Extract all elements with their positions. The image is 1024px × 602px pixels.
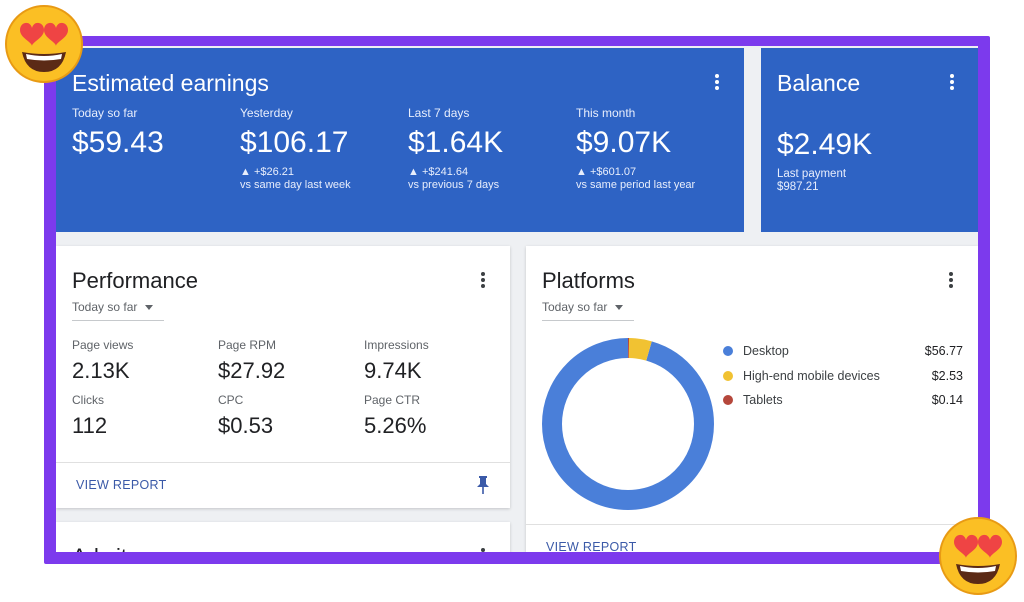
chevron-down-icon [145,305,154,311]
stat-change: ▲ +$26.21 [240,166,295,178]
donut-slice-0 [542,338,714,510]
donut-slice-2 [542,338,714,510]
divider [56,462,510,463]
platforms-range-dropdown[interactable]: Today so far [542,300,634,321]
view-report-link[interactable]: VIEW REPORT [76,478,167,492]
ad-sites-card: Ad sites [56,522,510,552]
heart-eyes-emoji-icon [5,5,83,83]
stat-change: ▲ +$601.07 [576,166,637,178]
metric-label: Page CTR [364,393,421,407]
more-vert-icon[interactable] [474,546,492,552]
stat-label: Today so far [72,106,138,120]
platforms-donut-chart [542,338,714,510]
stat-compare: vs previous 7 days [408,179,500,191]
balance-value: $2.49K [777,128,873,161]
ad-sites-title: Ad sites [72,544,150,552]
metric-value: $0.53 [218,413,274,438]
stat-last-7-days: Last 7 days $1.64K ▲ +$241.64 vs previou… [408,106,503,192]
metric-value: 112 [72,413,108,438]
chevron-down-icon [615,305,624,311]
more-vert-icon[interactable] [943,72,961,94]
performance-range-dropdown[interactable]: Today so far [72,300,164,321]
divider [526,524,978,525]
metric-label: Clicks [72,393,104,407]
more-vert-icon[interactable] [708,72,726,94]
legend-amount: $56.77 [924,344,963,358]
estimated-earnings-title: Estimated earnings [72,70,269,96]
legend-desktop: Desktop $56.77 [723,344,963,358]
legend-dot [723,371,733,381]
stat-yesterday: Yesterday $106.17 ▲ +$26.21 vs same day … [240,106,351,192]
legend-high-end-mobile: High-end mobile devices $2.53 [723,369,963,383]
legend-tablets: Tablets $0.14 [723,393,963,407]
stat-change: ▲ +$241.64 [408,166,469,178]
dropdown-label: Today so far [72,300,138,314]
heart-eyes-emoji-icon [939,517,1017,595]
legend-label: Tablets [743,393,783,407]
last-payment-value: $987.21 [777,181,819,193]
metric-label: CPC [218,393,244,407]
metric-cpc: CPC $0.53 [218,393,273,439]
performance-title: Performance [72,268,198,293]
estimated-earnings-card: Estimated earnings Today so far $59.43 Y… [56,48,744,232]
stat-value: $9.07K [576,126,672,159]
platforms-title: Platforms [542,268,635,293]
dropdown-label: Today so far [542,300,608,314]
legend-label: Desktop [743,344,789,358]
stat-label: Yesterday [240,106,293,120]
stat-compare: vs same day last week [240,179,351,191]
balance-title: Balance [777,70,861,96]
balance-card: Balance $2.49K Last payment $987.21 [761,48,978,232]
more-vert-icon[interactable] [474,270,492,292]
stat-today: Today so far $59.43 [72,106,164,160]
platforms-card: Platforms Today so far Desktop $56.77 Hi… [526,246,978,552]
stat-label: This month [576,106,636,120]
legend-amount: $2.53 [931,369,963,383]
metric-value: 9.74K [364,358,422,383]
view-report-link[interactable]: VIEW REPORT [546,540,637,552]
metric-value: 5.26% [364,413,427,438]
stat-value: $106.17 [240,126,349,159]
metric-clicks: Clicks 112 [72,393,107,439]
stat-compare: vs same period last year [576,179,696,191]
stat-value: $1.64K [408,126,504,159]
last-payment-label: Last payment [777,168,847,180]
more-vert-icon[interactable] [942,270,960,292]
stat-label: Last 7 days [408,106,470,120]
legend-dot [723,395,733,405]
pin-icon[interactable] [476,475,490,495]
performance-card: Performance Today so far Page views 2.13… [56,246,510,508]
metric-label: Page views [72,338,134,352]
metric-label: Page RPM [218,338,277,352]
stat-this-month: This month $9.07K ▲ +$601.07 vs same per… [576,106,695,192]
stat-value: $59.43 [72,126,164,159]
legend-amount: $0.14 [931,393,963,407]
dashboard-screen: Estimated earnings Today so far $59.43 Y… [56,46,978,552]
metric-page-rpm: Page RPM $27.92 [218,338,285,384]
metric-page-ctr: Page CTR 5.26% [364,393,426,439]
metric-label: Impressions [364,338,429,352]
metric-value: $27.92 [218,358,286,383]
metric-value: 2.13K [72,358,130,383]
legend-dot [723,346,733,356]
legend-label: High-end mobile devices [743,369,880,383]
metric-impressions: Impressions 9.74K [364,338,429,384]
metric-page-views: Page views 2.13K [72,338,133,384]
